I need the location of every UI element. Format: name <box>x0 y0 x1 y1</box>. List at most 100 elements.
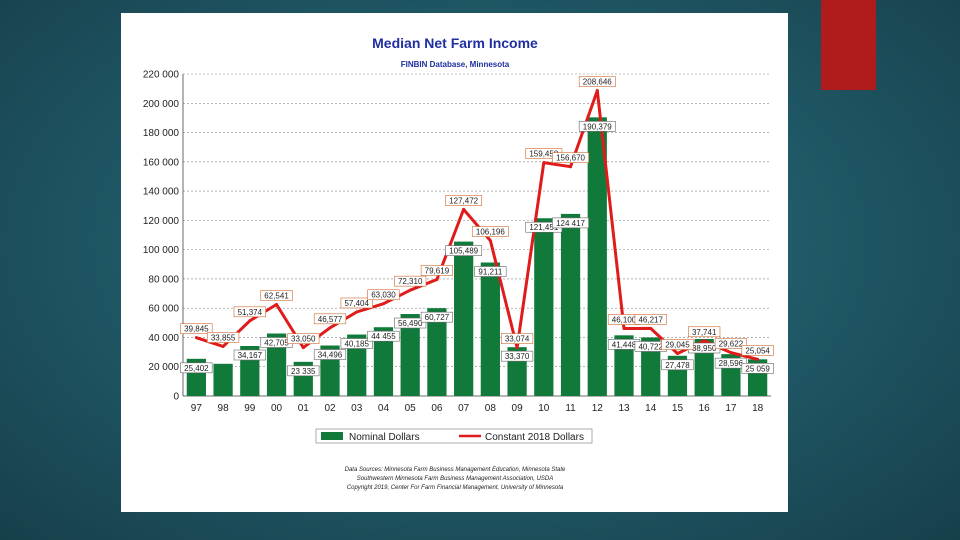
y-tick-label: 0 <box>173 392 179 403</box>
y-tick-label: 220 000 <box>143 70 180 81</box>
bar-03 <box>347 334 367 396</box>
bar-value-13: 41,448 <box>612 340 637 349</box>
point-13 <box>622 327 626 331</box>
line-value-18-box <box>741 345 774 356</box>
x-tick-label: 03 <box>351 403 363 414</box>
bar-08 <box>480 262 500 396</box>
bar-value-99: 34,167 <box>238 351 263 360</box>
y-tick-label: 200 000 <box>143 99 180 110</box>
y-tick-label: 60 000 <box>148 304 179 315</box>
bar-value-14: 40,722 <box>638 342 663 351</box>
y-tick-label: 100 000 <box>143 245 180 256</box>
bar-11 <box>560 213 581 396</box>
x-tick-label: 14 <box>645 403 657 414</box>
point-98 <box>221 344 225 348</box>
line-value-18: 25,054 <box>745 346 770 355</box>
point-97 <box>194 336 198 340</box>
line-value-08-box <box>471 226 509 237</box>
line-value-00-box <box>260 290 293 301</box>
point-03 <box>355 310 359 314</box>
bar-value-99-box <box>233 349 266 361</box>
line-value-01-box <box>287 333 320 344</box>
bar-05 <box>400 314 420 396</box>
line-value-09: 33,074 <box>505 335 530 344</box>
bar-value-11: 124 417 <box>556 219 585 228</box>
point-01 <box>301 346 305 350</box>
bar-value-05-box <box>394 317 427 329</box>
line-value-11-box <box>552 152 589 163</box>
point-00 <box>275 302 279 306</box>
line-value-15-box <box>661 339 694 350</box>
bar-value-00: 42,705 <box>264 338 289 347</box>
line-value-12: 208,646 <box>583 78 612 87</box>
source-line-3: Copyright 2019, Center For Farm Financia… <box>347 485 564 491</box>
legend-swatch-nominal <box>321 432 343 440</box>
line-value-97: 39,845 <box>184 325 209 334</box>
x-tick-label: 99 <box>244 403 256 414</box>
x-tick-label: 00 <box>271 403 283 414</box>
bar-value-04: 44 455 <box>371 332 396 341</box>
line-value-06-box <box>420 265 454 276</box>
bar-value-07: 105,489 <box>449 247 478 256</box>
accent-bar <box>821 0 876 90</box>
y-tick-label: 160 000 <box>143 157 180 168</box>
y-tick-label: 120 000 <box>143 216 180 227</box>
chart: Median Net Farm Income FINBIN Database, … <box>143 35 774 491</box>
bar-value-03-box <box>340 338 373 349</box>
line-value-17-box <box>714 338 748 349</box>
line-value-14: 46,217 <box>638 315 663 324</box>
bar-value-12: 190,379 <box>583 122 612 131</box>
line-value-15: 29,045 <box>665 340 690 349</box>
point-18 <box>756 357 760 361</box>
x-tick-label: 09 <box>512 403 524 414</box>
bar-value-01-box <box>287 365 320 377</box>
x-tick-label: 05 <box>405 403 417 414</box>
bar-06 <box>427 308 447 396</box>
bar-value-11-box <box>552 217 589 229</box>
point-99 <box>248 319 252 323</box>
legend-box <box>315 428 593 444</box>
x-tick-label: 02 <box>324 403 336 414</box>
bar-value-02-box <box>313 349 347 360</box>
point-08 <box>488 239 492 243</box>
bar-value-09: 33,370 <box>505 352 530 361</box>
bar-value-15: 27,478 <box>665 361 690 370</box>
line-value-04: 63,030 <box>371 291 396 300</box>
x-tick-label: 12 <box>592 403 604 414</box>
bar-value-10: 121,451 <box>529 223 558 232</box>
line-value-02: 46,577 <box>318 315 343 324</box>
source-line-1: Data Sources: Minnesota Farm Business Ma… <box>345 467 566 473</box>
line-value-01: 33,050 <box>291 335 316 344</box>
x-tick-label: 11 <box>565 403 576 414</box>
bar-value-06-box <box>420 311 454 323</box>
data-sources: Data Sources: Minnesota Farm Business Ma… <box>345 467 566 491</box>
bar-14 <box>641 337 661 396</box>
constant-dollar-line <box>194 89 760 361</box>
bar-value-97: 25,402 <box>184 364 209 373</box>
x-tick-label: 15 <box>672 403 684 414</box>
x-tick-label: 01 <box>298 403 310 414</box>
bar-value-15-box <box>661 359 694 371</box>
y-tick-label: 180 000 <box>143 128 180 139</box>
y-tick-label: 140 000 <box>143 187 180 198</box>
line-value-12-box <box>578 76 616 87</box>
line-constant-dollars <box>195 89 758 361</box>
line-value-09-box <box>500 333 534 344</box>
x-tick-label: 98 <box>218 403 230 414</box>
x-tick-label: 04 <box>378 403 390 414</box>
bar-04 <box>373 327 394 396</box>
line-value-03-box <box>340 297 373 309</box>
point-15 <box>675 351 679 355</box>
chart-subtitle: FINBIN Database, Minnesota <box>401 60 510 69</box>
legend-label-nominal: Nominal Dollars <box>349 432 420 443</box>
bar-value-04-box <box>367 330 400 342</box>
point-07 <box>462 207 466 211</box>
bar-value-03: 40,185 <box>344 340 369 349</box>
bar-98 <box>213 363 233 396</box>
y-tick-label: 40 000 <box>148 333 179 344</box>
line-value-07-box <box>445 195 483 206</box>
x-tick-label: 06 <box>431 403 443 414</box>
line-value-14-box <box>634 314 667 325</box>
bar-value-18-box <box>741 363 774 374</box>
bar-12 <box>587 117 607 396</box>
